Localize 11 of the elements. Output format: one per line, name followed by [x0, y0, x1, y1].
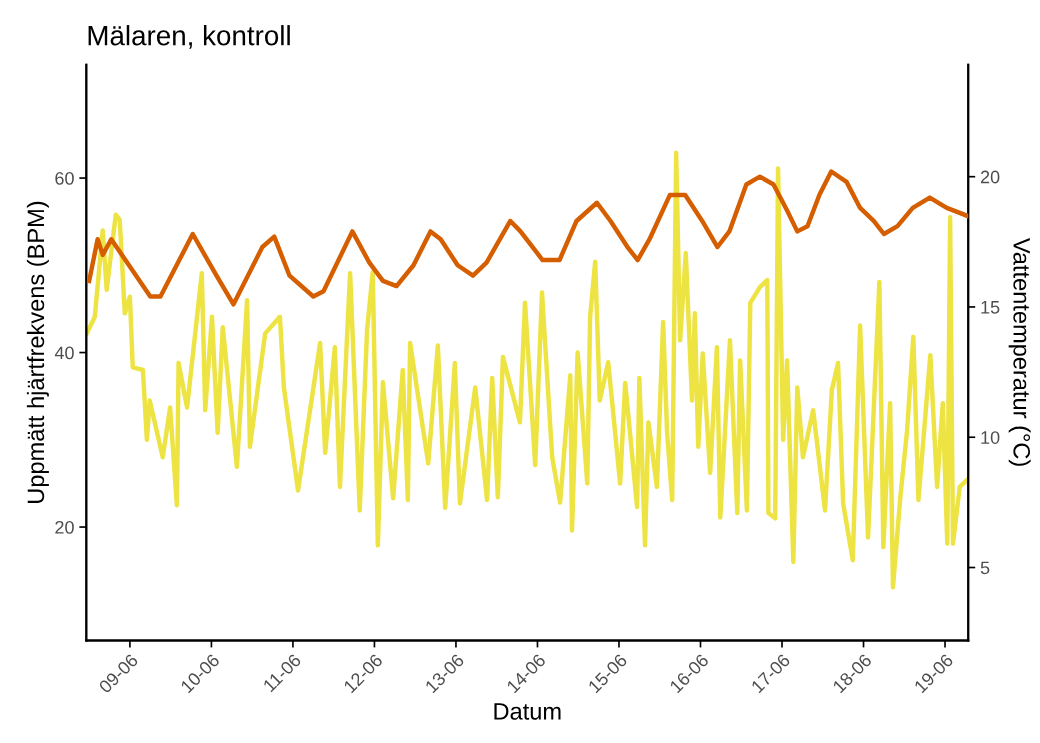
chart-title: Mälaren, kontroll — [88, 25, 290, 49]
y2-tick-label: 20 — [980, 170, 1000, 184]
y-tick-label: 60 — [55, 172, 74, 185]
y2-tick-label: 5 — [980, 561, 990, 575]
x-axis-title: Datum — [494, 703, 561, 720]
y2-tick-label: 15 — [981, 301, 1000, 314]
y2-axis-title: Vattentemperatur (°C) — [1008, 237, 1031, 466]
y-tick-label: 20 — [55, 520, 74, 534]
y-tick-label: 40 — [54, 346, 74, 360]
y-axis-title: Uppmätt hjärtfrekvens (BPM) — [26, 201, 49, 503]
y2-tick-label: 10 — [981, 431, 1000, 444]
